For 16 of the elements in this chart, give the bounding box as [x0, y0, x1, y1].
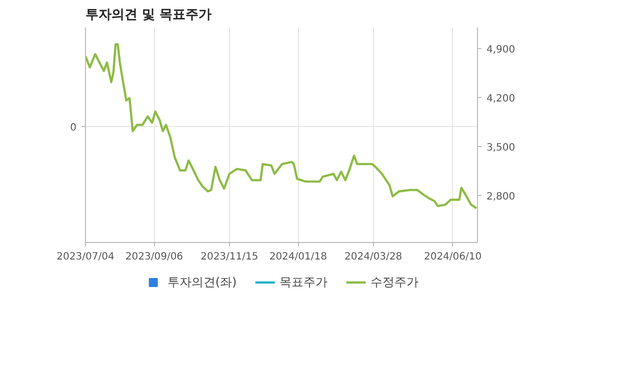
- x-tick-label: 2023/11/15: [200, 252, 258, 262]
- y2-tick-label: 2,800: [486, 192, 516, 203]
- legend-label: 수정주가: [370, 274, 419, 290]
- y2-tick-label: 3,500: [486, 142, 516, 154]
- x-tick-label: 2024/03/28: [344, 252, 402, 262]
- x-tick-label: 2023/07/04: [56, 252, 114, 262]
- legend-label: 투자의견(좌): [167, 274, 237, 290]
- x-tick-label: 2024/01/18: [269, 252, 327, 262]
- x-tick-label: 2023/09/06: [125, 252, 184, 262]
- y2-tick-label: 4,900: [486, 44, 516, 56]
- line-series: [86, 43, 478, 210]
- x-tick-label: 2024/06/10: [424, 252, 482, 262]
- chart-title: 투자의견 및 목표주가: [86, 8, 212, 22]
- text: 0: [70, 122, 77, 134]
- y2-tick-label: 4,200: [486, 94, 516, 105]
- legend-label: 목표주가: [280, 274, 328, 290]
